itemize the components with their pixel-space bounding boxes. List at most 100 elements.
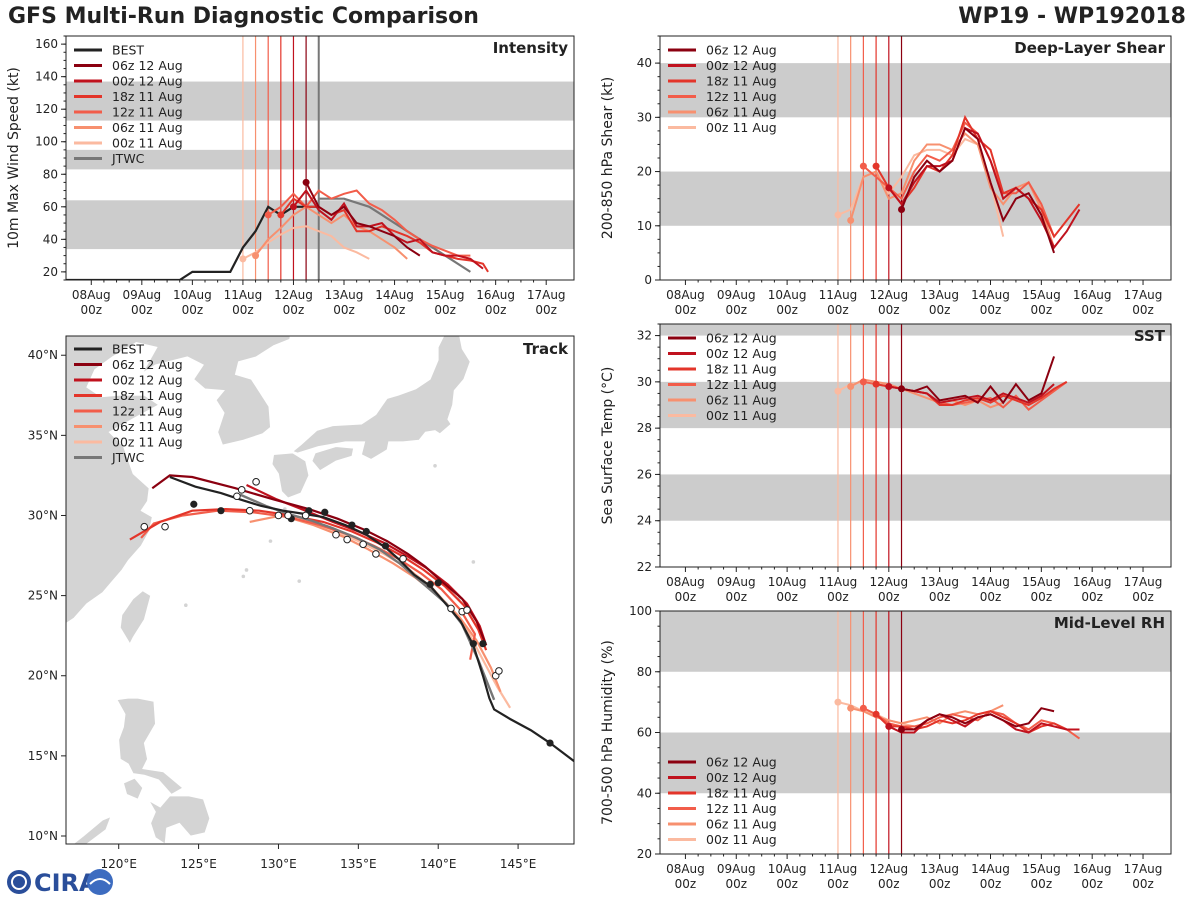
forecast-track-point bbox=[140, 522, 149, 531]
x-tick-label: 09Aug bbox=[122, 288, 161, 302]
forecast-track-line bbox=[281, 511, 512, 709]
sst-panel: 22242628303208Aug00z09Aug00z10Aug00z11Au… bbox=[600, 323, 1172, 604]
x-tick-label: 12Aug bbox=[869, 575, 908, 589]
best-track-point bbox=[426, 580, 434, 588]
legend-label: 06z 12 Aug bbox=[706, 755, 777, 770]
legend-label: 06z 12 Aug bbox=[706, 43, 777, 58]
best-track-line bbox=[169, 475, 574, 763]
x-tick-label: 00z bbox=[283, 303, 305, 317]
shade-band bbox=[660, 63, 1171, 118]
series-line bbox=[900, 126, 1056, 254]
legend-label: 06z 11 Aug bbox=[112, 120, 183, 135]
lat-tick-label: 20°N bbox=[28, 669, 58, 683]
x-tick-label: 16Aug bbox=[1073, 862, 1112, 876]
shear-panel: 01020304008Aug00z09Aug00z10Aug00z11Aug00… bbox=[600, 35, 1172, 317]
legend-label: BEST bbox=[112, 342, 144, 357]
series-line bbox=[254, 205, 408, 260]
x-tick-label: 13Aug bbox=[920, 288, 959, 302]
legend-label: 06z 11 Aug bbox=[706, 817, 777, 832]
x-tick-label: 00z bbox=[980, 303, 1002, 317]
y-axis-label: 10m Max Wind Speed (kt) bbox=[6, 67, 22, 249]
x-tick-label: 00z bbox=[675, 877, 697, 891]
y-tick-label: 40 bbox=[43, 232, 58, 246]
panel-title: SST bbox=[1134, 327, 1166, 345]
legend-label: 12z 11 Aug bbox=[112, 105, 183, 120]
forecast-track-point bbox=[284, 511, 292, 520]
forecast-track-line bbox=[151, 474, 488, 646]
x-tick-label: 00z bbox=[827, 877, 849, 891]
legend-label: 00z 11 Aug bbox=[112, 136, 183, 151]
y-tick-label: 140 bbox=[35, 70, 58, 84]
panel-title: Deep-Layer Shear bbox=[1014, 39, 1165, 57]
forecast-track-line bbox=[249, 514, 502, 693]
x-tick-label: 00z bbox=[827, 590, 849, 604]
y-tick-label: 60 bbox=[637, 726, 652, 740]
legend-label: 00z 11 Aug bbox=[706, 120, 777, 135]
best-track-point bbox=[469, 640, 477, 648]
init-point bbox=[898, 725, 906, 733]
forecast-track-line bbox=[246, 484, 488, 646]
init-point bbox=[898, 385, 906, 393]
x-tick-label: 14Aug bbox=[971, 575, 1010, 589]
y-tick-label: 80 bbox=[43, 167, 58, 181]
y-tick-label: 24 bbox=[637, 514, 652, 528]
panel-title: Track bbox=[523, 340, 569, 358]
x-tick-label: 16Aug bbox=[1073, 575, 1112, 589]
y-tick-label: 30 bbox=[637, 110, 652, 124]
best-track-point bbox=[479, 640, 487, 648]
x-tick-label: 00z bbox=[182, 303, 204, 317]
land-small-island bbox=[184, 603, 188, 608]
legend-label: 06z 12 Aug bbox=[706, 331, 777, 346]
init-point bbox=[834, 698, 842, 706]
forecast-track-line bbox=[129, 507, 488, 651]
init-point bbox=[872, 710, 880, 718]
init-point bbox=[277, 211, 285, 219]
lat-tick-label: 35°N bbox=[28, 428, 58, 442]
intensity-panel: 2040608010012014016008Aug00z09Aug00z10Au… bbox=[6, 35, 575, 317]
x-tick-label: 00z bbox=[725, 303, 747, 317]
y-tick-label: 20 bbox=[43, 265, 58, 279]
x-tick-label: 00z bbox=[980, 877, 1002, 891]
y-tick-label: 60 bbox=[43, 200, 58, 214]
x-tick-label: 08Aug bbox=[666, 862, 705, 876]
land-small-island bbox=[268, 539, 273, 543]
series-line bbox=[292, 188, 484, 270]
init-point bbox=[252, 252, 260, 260]
x-tick-label: 00z bbox=[675, 303, 697, 317]
x-tick-label: 00z bbox=[232, 303, 254, 317]
x-tick-label: 08Aug bbox=[666, 288, 705, 302]
init-point bbox=[859, 704, 867, 712]
y-tick-label: 20 bbox=[637, 847, 652, 861]
lon-tick-label: 135°E bbox=[340, 857, 377, 871]
x-tick-label: 16Aug bbox=[1073, 288, 1112, 302]
map-frame bbox=[65, 335, 575, 845]
forecast-track-point bbox=[399, 554, 407, 563]
legend-label: 00z 12 Aug bbox=[112, 373, 183, 388]
forecast-track-point bbox=[237, 486, 246, 494]
forecast-track-point bbox=[332, 530, 340, 539]
x-tick-label: 13Aug bbox=[920, 862, 959, 876]
x-tick-label: 00z bbox=[776, 877, 798, 891]
y-tick-label: 32 bbox=[637, 329, 652, 343]
forecast-track-point bbox=[252, 478, 260, 486]
init-point bbox=[264, 211, 272, 219]
x-tick-label: 00z bbox=[384, 303, 406, 317]
y-tick-label: 40 bbox=[637, 786, 652, 800]
panel-title: Intensity bbox=[493, 39, 569, 57]
lat-tick-label: 15°N bbox=[28, 749, 58, 763]
x-tick-label: 00z bbox=[929, 303, 951, 317]
legend-label: JTWC bbox=[111, 151, 145, 166]
x-tick-label: 00z bbox=[1132, 303, 1154, 317]
x-tick-label: 00z bbox=[131, 303, 153, 317]
land-honshu bbox=[292, 336, 471, 460]
x-tick-label: 00z bbox=[1132, 590, 1154, 604]
panel-title: Mid-Level RH bbox=[1054, 614, 1165, 632]
best-track-point bbox=[348, 521, 356, 529]
y-tick-label: 22 bbox=[637, 560, 652, 574]
x-tick-label: 00z bbox=[725, 590, 747, 604]
init-point bbox=[847, 704, 855, 712]
shade-band bbox=[660, 732, 1171, 794]
init-point bbox=[302, 178, 310, 186]
x-tick-label: 11Aug bbox=[819, 575, 858, 589]
land-small-island bbox=[297, 579, 302, 583]
